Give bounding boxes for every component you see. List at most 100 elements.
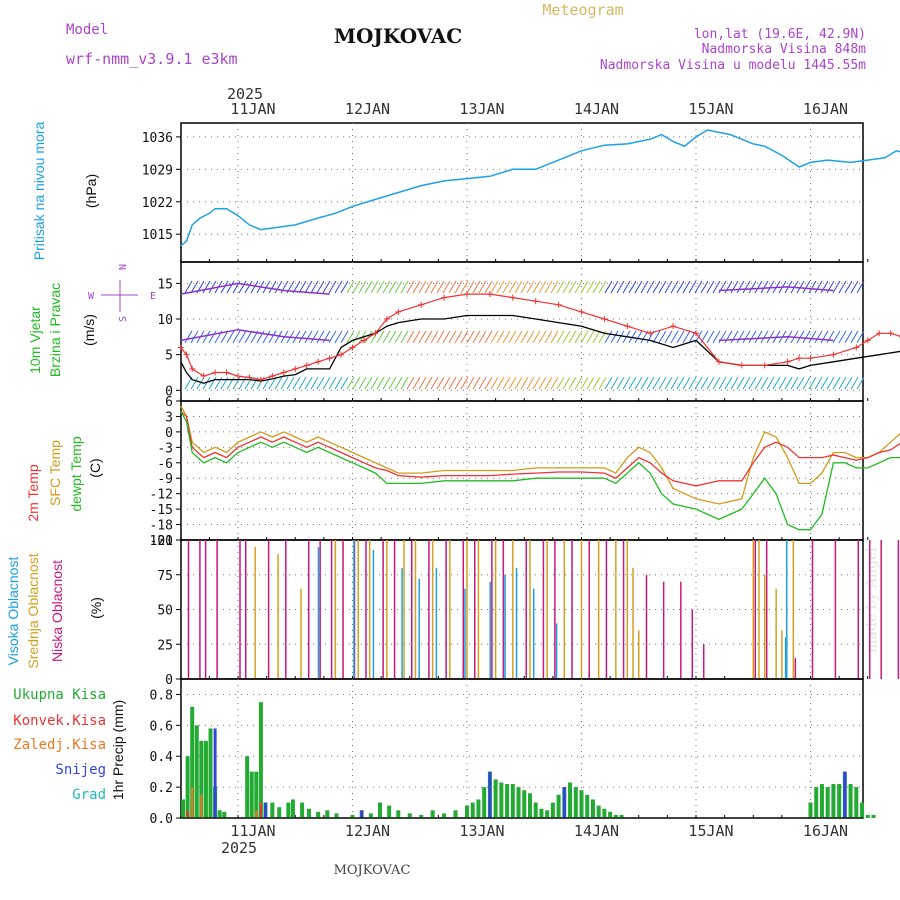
- dewpoint-line: [180, 410, 900, 531]
- wind-barb: [556, 280, 565, 294]
- wind-barb: [268, 376, 277, 390]
- wind-barb: [400, 376, 409, 390]
- y-tick-label: -21: [150, 534, 173, 549]
- bottom-day-label: 13JAN: [459, 822, 504, 840]
- wind-barb: [310, 280, 319, 294]
- wind-barb: [538, 330, 547, 344]
- wind-barb: [328, 280, 337, 294]
- total-precip-bar: [254, 771, 259, 818]
- gust-marker: [246, 374, 253, 381]
- wind-barb: [526, 376, 535, 390]
- snow-bar: [360, 810, 364, 818]
- gust-marker: [177, 344, 184, 351]
- wind-barb: [358, 280, 367, 294]
- wind-barb: [856, 330, 865, 344]
- wind-barb: [772, 376, 781, 390]
- wind-barb: [244, 280, 253, 294]
- wind-barb: [598, 280, 607, 294]
- wind-barb: [202, 330, 211, 344]
- wind-barb: [298, 376, 307, 390]
- wind-barb: [490, 330, 499, 344]
- wind-barb: [820, 376, 829, 390]
- total-precip-bar: [585, 794, 590, 818]
- wind-barb: [514, 330, 523, 344]
- wind-barb: [304, 330, 313, 344]
- wind-barb: [460, 280, 469, 294]
- gust-marker: [338, 351, 345, 358]
- gust-marker: [349, 344, 356, 351]
- wind-barb: [526, 280, 535, 294]
- wind-barb: [202, 376, 211, 390]
- total-precip-bar: [808, 802, 813, 818]
- wind-barb: [730, 280, 739, 294]
- wind-barb: [298, 330, 307, 344]
- wind-barb: [430, 376, 439, 390]
- wind-barb: [562, 376, 571, 390]
- wind-barb: [550, 376, 559, 390]
- wind-barb: [838, 376, 847, 390]
- total-precip-bar: [516, 787, 521, 818]
- total-precip-bar: [465, 805, 469, 818]
- top-day-label: 12JAN: [345, 100, 390, 118]
- wind-barb: [616, 280, 625, 294]
- bottom-year-label: 2025: [221, 839, 257, 857]
- wind-barb: [622, 376, 631, 390]
- y-tick-label: 10: [157, 313, 173, 328]
- wind-barb: [352, 376, 361, 390]
- gust-marker: [292, 365, 299, 372]
- wind-barb: [472, 330, 481, 344]
- wind-barb: [208, 330, 217, 344]
- total-precip-bar: [217, 810, 222, 818]
- total-precip-bar: [194, 725, 199, 818]
- total-precip-bar: [270, 802, 275, 818]
- wind-barb: [370, 376, 379, 390]
- gust-marker: [830, 351, 837, 358]
- total-precip-bar: [825, 787, 830, 818]
- wind-barb: [796, 376, 805, 390]
- wind-barb: [232, 280, 241, 294]
- y-tick-label: -9: [157, 472, 173, 487]
- y-tick-label: 50: [157, 604, 173, 619]
- y-tick-label: -3: [157, 441, 173, 456]
- wind-barb: [490, 280, 499, 294]
- wind-barb: [820, 330, 829, 344]
- wind-barb: [226, 330, 235, 344]
- gust-marker: [532, 298, 539, 305]
- bottom-day-label: 15JAN: [688, 822, 733, 840]
- wind-barb: [754, 330, 763, 344]
- total-precip-bar: [848, 784, 853, 818]
- wind-barb: [496, 376, 505, 390]
- snow-bar: [562, 787, 566, 818]
- wind-barb: [220, 330, 229, 344]
- wind-barb: [184, 376, 193, 390]
- wind-barb: [406, 376, 415, 390]
- wind-barb: [484, 376, 493, 390]
- wind-barb: [454, 330, 463, 344]
- wind-barb: [262, 280, 271, 294]
- cloud-title-mid: Srednja Oblacnost: [25, 553, 41, 668]
- compass-s: S: [118, 316, 129, 322]
- y-tick-label: 0.6: [150, 719, 173, 734]
- total-precip-bar: [286, 802, 291, 818]
- wind-barb: [586, 330, 595, 344]
- wind-barb: [484, 330, 493, 344]
- wind-barb: [778, 376, 787, 390]
- total-precip-bar: [249, 771, 254, 818]
- wind-barb: [394, 330, 403, 344]
- wind-barb: [664, 330, 673, 344]
- wind-barb: [520, 376, 529, 390]
- wind-barb: [196, 376, 205, 390]
- wind-barb: [664, 376, 673, 390]
- wind-barb: [844, 280, 853, 294]
- wind-barb: [850, 280, 859, 294]
- wind-barb: [850, 330, 859, 344]
- wind-barb: [388, 280, 397, 294]
- wind-barb: [190, 376, 199, 390]
- wind-barb: [274, 330, 283, 344]
- y-tick-label: -6: [157, 457, 173, 472]
- wind-barb: [592, 330, 601, 344]
- wind-barb: [460, 376, 469, 390]
- wind-barb: [658, 280, 667, 294]
- wind-barb: [628, 280, 637, 294]
